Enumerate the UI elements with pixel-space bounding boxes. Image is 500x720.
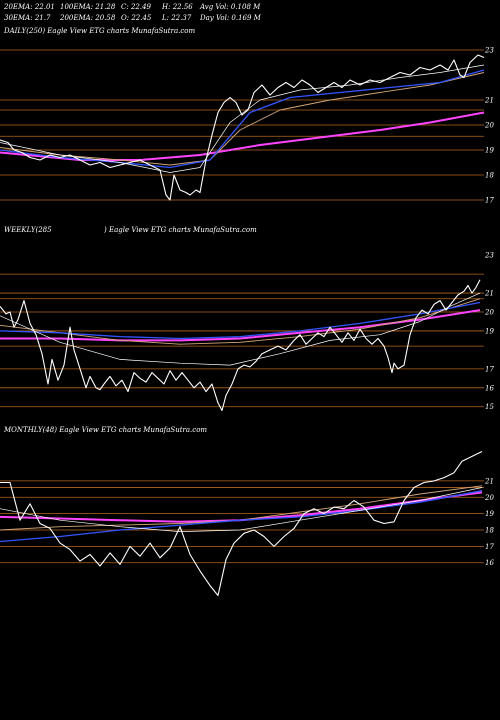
daily-ytick-2: 19 xyxy=(485,147,494,155)
monthly-ytick-5: 21 xyxy=(484,477,494,485)
avgvol-stat: Avg Vol: 0.108 M xyxy=(200,3,261,11)
monthly-ytick-1: 17 xyxy=(485,543,494,551)
weekly-ytick-0: 15 xyxy=(485,403,494,411)
daily-chart: 17 18 19 20 21 23 xyxy=(0,47,494,205)
daily-ytick-4: 21 xyxy=(484,97,494,105)
daily-ytick-3: 20 xyxy=(484,122,494,130)
monthly-chart: 16 17 18 19 20 21 xyxy=(0,451,494,597)
weekly-price-line xyxy=(0,279,481,412)
low-stat: L: 22.37 xyxy=(162,14,192,22)
daily-ema-mid-line xyxy=(0,72,485,166)
open-stat: O: 22.45 xyxy=(121,14,152,22)
weekly-chart: 15 16 17 19 20 21 23 xyxy=(0,252,494,412)
daily-panel-label: DAILY(250) Eagle View ETG charts MunafaS… xyxy=(4,27,196,35)
close-stat: C: 22.49 xyxy=(121,3,151,11)
weekly-ema-mid-line xyxy=(0,298,481,345)
ema100-stat: 100EMA: 21.28 xyxy=(60,3,116,11)
weekly-ytick-1: 16 xyxy=(485,384,494,392)
monthly-ytick-3: 19 xyxy=(485,510,494,518)
weekly-ytick-3: 19 xyxy=(485,327,494,335)
weekly-panel-label-left: WEEKLY(285 xyxy=(4,226,52,234)
monthly-ytick-4: 20 xyxy=(484,494,494,502)
daily-ema-fast-line xyxy=(0,64,485,173)
dayvol-stat: Day Vol: 0.169 M xyxy=(200,14,261,22)
monthly-ema-long-line xyxy=(0,491,483,523)
monthly-ytick-2: 18 xyxy=(485,527,494,535)
ema30-stat: 30EMA: 21.7 xyxy=(4,14,51,22)
weekly-ytick-6: 23 xyxy=(484,252,494,260)
daily-ytick-5: 23 xyxy=(484,47,494,55)
ema20-stat: 20EMA: 22.01 xyxy=(4,3,55,11)
monthly-panel-label: MONTHLY(48) Eagle View ETG charts Munafa… xyxy=(4,426,208,434)
weekly-ema-slow-line xyxy=(0,301,481,340)
weekly-panel-label-right: ) Eagle View ETG charts MunafaSutra.com xyxy=(104,226,257,234)
high-stat: H: 22.56 xyxy=(162,3,193,11)
daily-price-line xyxy=(0,54,485,201)
weekly-ema-fast-line xyxy=(0,292,481,366)
weekly-ytick-2: 17 xyxy=(485,365,494,373)
weekly-ema-long-line xyxy=(0,309,481,342)
monthly-price-line xyxy=(0,451,483,597)
ema200-stat: 200EMA: 20.58 xyxy=(60,14,116,22)
daily-ytick-0: 17 xyxy=(485,197,494,205)
monthly-ema-slow-line xyxy=(0,490,483,543)
monthly-ytick-0: 16 xyxy=(485,559,494,567)
daily-ema-slow-line xyxy=(0,69,485,169)
weekly-ytick-4: 20 xyxy=(484,309,494,317)
weekly-ytick-5: 21 xyxy=(484,290,494,298)
daily-ytick-1: 18 xyxy=(485,172,494,180)
monthly-ema-fast-line xyxy=(0,487,483,532)
